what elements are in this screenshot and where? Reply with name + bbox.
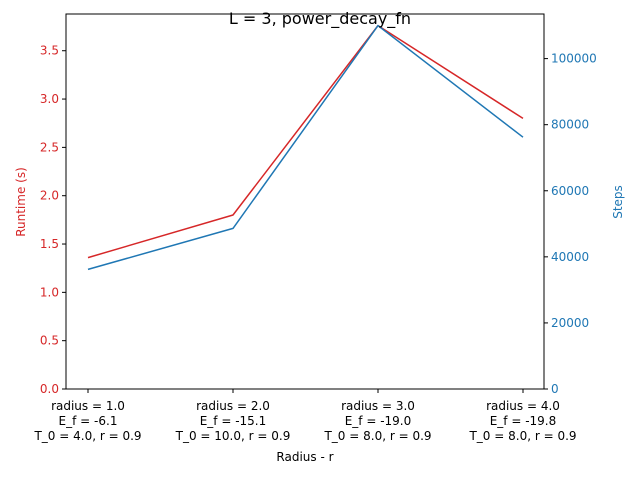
x-tick-label: radius = 2.0 E_f = -15.1 T_0 = 10.0, r = 0… [175, 399, 291, 443]
right-tick-label: 0 [551, 382, 559, 396]
x-axis-ticks: radius = 1.0 E_f = -6.1 T_0 = 4.0, r = 0.9… [33, 389, 577, 443]
right-axis-label: Steps [611, 185, 625, 219]
right-axis-ticks: 0 20000 40000 60000 80000 100000 [544, 52, 597, 396]
x-tick-label: radius = 4.0 E_f = -19.8 T_0 = 8.0, r = 0.… [468, 399, 576, 443]
right-tick-label: 60000 [551, 184, 589, 198]
chart-title: L = 3, power_decay_fn [229, 9, 411, 29]
series-line-steps [87, 24, 524, 271]
series-line-runtime [87, 24, 524, 259]
x-axis-label: Radius - r [276, 450, 333, 464]
left-tick-label: 3.5 [40, 44, 59, 58]
right-tick-label: 80000 [551, 118, 589, 132]
right-tick-label: 100000 [551, 52, 597, 66]
left-axis-label: Runtime (s) [14, 167, 28, 237]
right-tick-label: 40000 [551, 250, 589, 264]
right-tick-label: 20000 [551, 316, 589, 330]
left-axis-ticks: 0.0 0.5 1.0 1.5 2.0 2.5 3.0 3.5 [40, 44, 66, 396]
left-tick-label: 0.0 [40, 382, 59, 396]
left-tick-label: 2.0 [40, 189, 59, 203]
left-tick-label: 0.5 [40, 334, 59, 348]
left-tick-label: 3.0 [40, 92, 59, 106]
x-tick-label: radius = 3.0 E_f = -19.0 T_0 = 8.0, r = 0.… [323, 399, 431, 443]
left-tick-label: 2.5 [40, 140, 59, 154]
x-tick-label: radius = 1.0 E_f = -6.1 T_0 = 4.0, r = 0.9 [33, 399, 141, 443]
left-tick-label: 1.0 [40, 285, 59, 299]
left-tick-label: 1.5 [40, 237, 59, 251]
plot-lines [87, 24, 524, 271]
plot-frame [65, 13, 545, 390]
